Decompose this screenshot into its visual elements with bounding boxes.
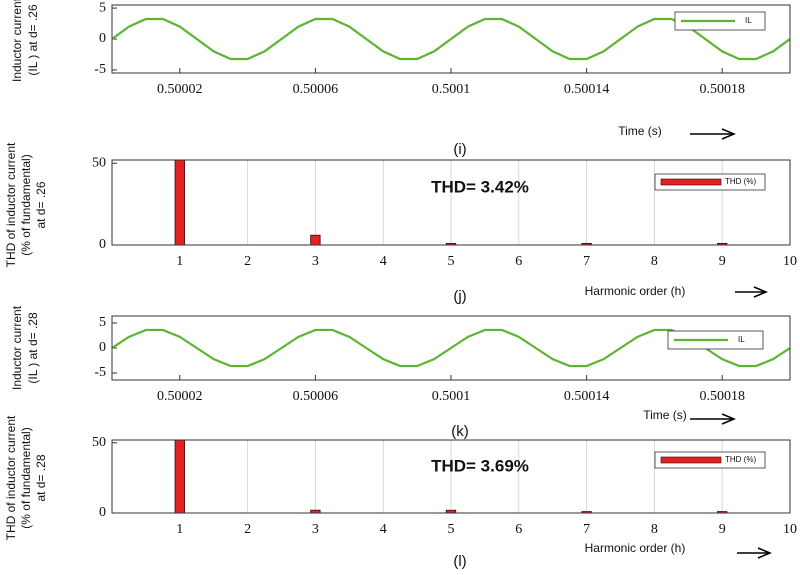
x-tick-label: 5 — [448, 522, 455, 537]
x-tick-label: 0.50018 — [699, 389, 745, 404]
legend-label: IL — [745, 16, 752, 25]
y-tick-label: 0 — [99, 31, 106, 46]
x-tick-label: 0.50018 — [699, 82, 745, 97]
y-axis-label: (% of fundamental) — [19, 427, 33, 528]
y-tick-label: -5 — [94, 62, 106, 77]
x-tick-label: 0.50002 — [157, 389, 203, 404]
x-tick-label: 8 — [651, 254, 658, 269]
bar — [717, 242, 728, 245]
x-tick-label: 6 — [515, 522, 522, 537]
y-tick-label: 0 — [99, 505, 106, 520]
x-axis-label: Time (s) — [643, 408, 687, 422]
legend-label: IL — [738, 335, 745, 344]
y-tick-label: 0 — [99, 340, 106, 355]
y-axis-label: (% of fundamental) — [19, 154, 33, 255]
caption: (l) — [453, 553, 466, 570]
x-tick-label: 0.50002 — [157, 82, 203, 97]
y-tick-label: -5 — [94, 365, 106, 380]
legend-label: THD (%) — [725, 455, 756, 464]
legend-swatch — [660, 178, 722, 186]
x-tick-label: 5 — [448, 254, 455, 269]
caption: (j) — [453, 288, 466, 305]
y-axis-label: at d= .26 — [34, 181, 48, 228]
x-tick-label: 0.5001 — [432, 82, 471, 97]
x-tick-label: 9 — [719, 254, 726, 269]
x-tick-label: 0.50014 — [564, 82, 610, 97]
axes-box — [111, 159, 791, 246]
y-axis-label: (IL ) at d= .28 — [26, 312, 40, 384]
y-axis-label: THD of inductor current — [4, 142, 18, 267]
x-tick-label: 10 — [783, 522, 797, 537]
x-tick-label: 4 — [380, 522, 387, 537]
x-tick-label: 0.50014 — [564, 389, 610, 404]
y-axis-label: Inductor current — [10, 305, 24, 390]
caption: (i) — [453, 141, 466, 158]
x-tick-label: 8 — [651, 522, 658, 537]
y-axis-label: at d= .28 — [34, 454, 48, 501]
x-tick-label: 2 — [244, 254, 251, 269]
annotation: THD= 3.69% — [431, 456, 529, 475]
x-axis-label: Harmonic order (h) — [585, 284, 686, 298]
x-axis-label: Harmonic order (h) — [585, 541, 686, 555]
x-tick-label: 10 — [783, 254, 797, 269]
x-tick-label: 2 — [244, 522, 251, 537]
bar — [445, 509, 457, 513]
x-tick-label: 0.50006 — [293, 82, 339, 97]
y-tick-label: 5 — [99, 0, 106, 15]
x-axis-label: Time (s) — [618, 124, 662, 138]
legend-swatch — [660, 456, 722, 464]
bar — [581, 511, 592, 513]
bar — [717, 511, 728, 513]
axes-box — [111, 4, 791, 74]
arrow-head — [721, 128, 736, 140]
bar — [581, 242, 592, 245]
y-axis-label: THD of inductor current — [4, 415, 18, 540]
arrow-head — [757, 547, 772, 559]
arrow-head — [721, 413, 736, 425]
arrows — [690, 128, 772, 559]
bar — [310, 234, 321, 245]
x-tick-label: 7 — [583, 522, 590, 537]
x-tick-label: 1 — [176, 254, 183, 269]
x-tick-label: 6 — [515, 254, 522, 269]
x-tick-label: 3 — [312, 254, 319, 269]
y-axis-label: Inductor current — [10, 0, 24, 82]
x-tick-label: 9 — [719, 522, 726, 537]
bar — [174, 160, 185, 245]
x-tick-label: 0.5001 — [432, 389, 471, 404]
x-tick-label: 4 — [380, 254, 387, 269]
x-tick-label: 1 — [176, 522, 183, 537]
y-tick-label: 50 — [92, 435, 106, 450]
axes-box — [111, 315, 791, 381]
caption: (k) — [451, 423, 469, 440]
bar — [174, 440, 185, 513]
y-tick-label: 0 — [99, 237, 106, 252]
legend-label: THD (%) — [725, 177, 756, 186]
x-tick-label: 0.50006 — [293, 389, 339, 404]
x-tick-label: 7 — [583, 254, 590, 269]
y-tick-label: 5 — [99, 315, 106, 330]
axes-box — [111, 439, 791, 514]
arrow-head — [753, 286, 768, 298]
x-tick-label: 3 — [312, 522, 319, 537]
y-tick-label: 50 — [92, 155, 106, 170]
y-axis-label: (IL ) at d= .26 — [26, 4, 40, 76]
bar — [445, 242, 457, 245]
annotation: THD= 3.42% — [431, 177, 529, 196]
bar — [310, 509, 321, 513]
